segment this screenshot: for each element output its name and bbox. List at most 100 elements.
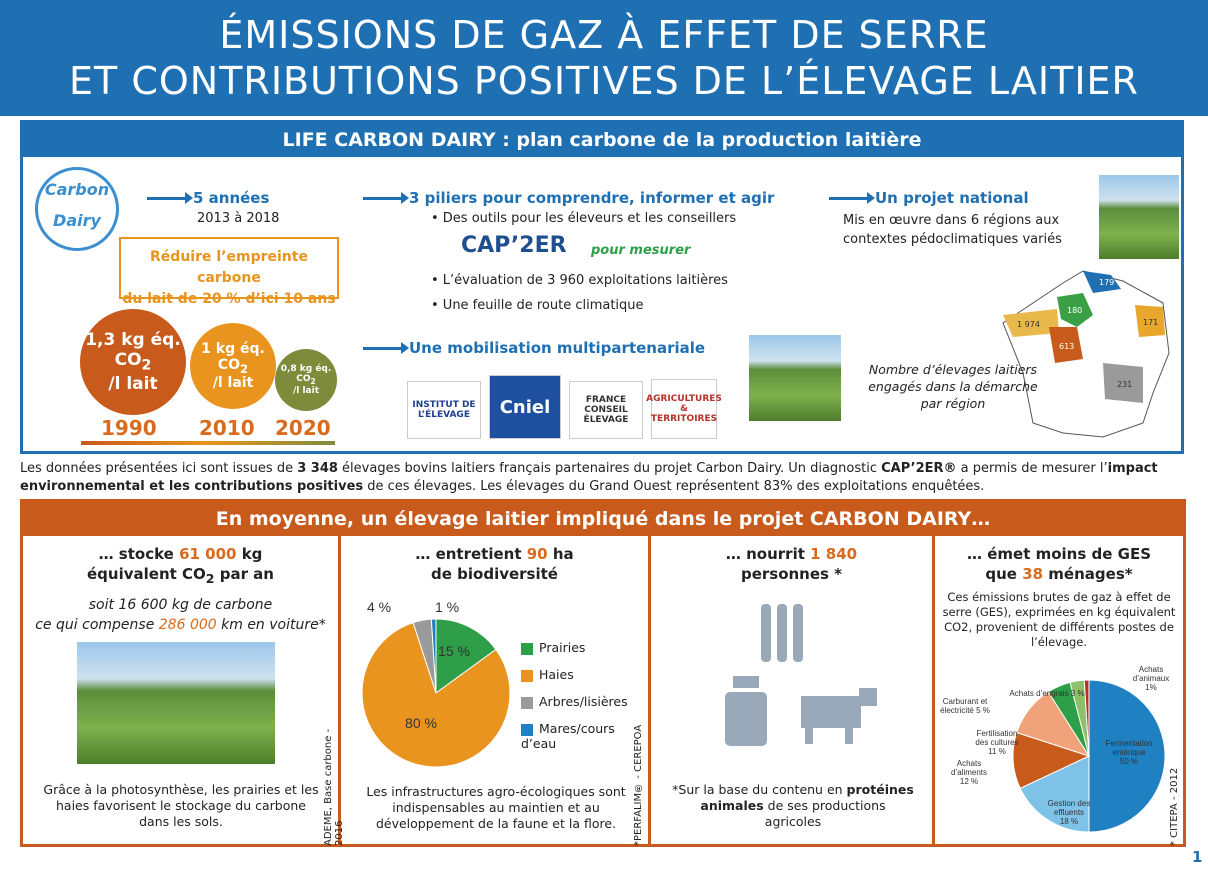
legend-label: Prairies — [539, 640, 586, 655]
national-block: Un projet national — [829, 189, 1029, 207]
pie-label: Carburant et électricité 5 % — [940, 697, 990, 715]
meadow-photo — [77, 642, 275, 764]
c4-h2-pre: que — [985, 565, 1023, 583]
c2-h-post: ha — [547, 545, 574, 563]
national-line-1: Mis en œuvre dans 6 régions aux — [843, 213, 1060, 228]
map-caption: Nombre d’élevages laitiers engagés dans … — [863, 361, 1043, 412]
c2-source: *PERFALIM® - CEREPOA — [633, 724, 644, 846]
region-180 — [1057, 293, 1093, 327]
goal-box: Réduire l’empreinte carbone du lait de 2… — [119, 237, 339, 307]
circle-2010-per: /l lait — [212, 375, 254, 392]
mobilisation-title: Une mobilisation multipartenariale — [409, 339, 706, 357]
note-text: élevages bovins laitiers français parten… — [337, 461, 882, 476]
c2-body: Les infrastructures agro-écologiques son… — [366, 784, 626, 831]
note-text: Les données présentées ici sont issues d… — [20, 461, 298, 476]
pie-slice — [430, 618, 437, 694]
pie-label: Gestion des effluents 18 % — [1048, 799, 1091, 826]
national-text: Mis en œuvre dans 6 régions aux contexte… — [843, 211, 1062, 249]
c1-h-pre: … stocke — [98, 545, 180, 563]
year-2020: 2020 — [275, 416, 331, 440]
cow-icon — [801, 688, 877, 744]
pie-label: Achats d’engrais 3 % — [1009, 689, 1084, 698]
c2-h-pre: … entretient — [415, 545, 527, 563]
legend-item: Arbres/lisières — [521, 694, 648, 709]
region-label: 179 — [1099, 278, 1114, 287]
logo-text-2: Dairy — [53, 211, 101, 230]
c2-heading: … entretient 90 ha de biodiversité — [341, 544, 648, 584]
circle-2010-value: 1 kg éq. — [201, 340, 265, 357]
cutlery-icon — [761, 604, 803, 662]
c2-h-num: 90 — [526, 545, 548, 563]
c4-heading: … émet moins de GES que 38 ménages* — [935, 544, 1183, 584]
cap2er-tag: pour mesurer — [591, 243, 691, 258]
pie-label: 80 % — [405, 715, 437, 731]
note-text: de ces élevages. Les élevages du Grand O… — [363, 479, 985, 494]
c3-heading: … nourrit 1 840 personnes * — [651, 544, 932, 584]
years-title: 5 années — [193, 189, 270, 207]
c4-desc: Ces émissions brutes de gaz à effet de s… — [942, 590, 1176, 649]
c1-s2-num: 286 000 — [158, 617, 217, 633]
c2-h2: de biodiversité — [431, 565, 558, 583]
partner-1: INSTITUT DE L’ÉLEVAGE — [412, 400, 476, 420]
pie-slice — [435, 618, 497, 694]
pillars-title: 3 piliers pour comprendre, informer et a… — [409, 189, 775, 207]
milk-can-icon — [725, 676, 767, 746]
region-613 — [1049, 327, 1083, 363]
note-bold: CAP’2ER® — [881, 461, 957, 476]
years-range: 2013 à 2018 — [197, 211, 280, 226]
region-label: 171 — [1143, 318, 1158, 327]
c3-h-num: 1 840 — [810, 545, 858, 563]
circle-1990-sub: 2 — [141, 357, 152, 374]
c3-h-pre: … nourrit — [725, 545, 811, 563]
arrow-icon — [829, 192, 875, 204]
c4-source: * CITEPA - 2012 — [1169, 767, 1180, 846]
year-1990: 1990 — [101, 416, 157, 440]
c1-subline-1: soit 16 600 kg de carbone — [88, 597, 273, 613]
pillar-2: • L’évaluation de 3 960 exploitations la… — [431, 273, 728, 288]
c1-h-num: 61 000 — [179, 545, 237, 563]
circle-2020-unit: CO — [296, 374, 311, 385]
biodiversity-legend: Prairies Haies Arbres/lisières Mares/cou… — [521, 640, 648, 763]
region-label: 231 — [1117, 380, 1132, 389]
map-caption-3: par région — [920, 396, 986, 411]
circle-1990-per: /l lait — [108, 373, 158, 394]
c1-body: Grâce à la photosynthèse, les prairies e… — [43, 782, 319, 829]
cows-photo — [749, 335, 841, 421]
c1-s2-post: km en voiture* — [216, 617, 326, 633]
cap2er-name: CAP’2ER — [461, 233, 567, 258]
pie-slice — [361, 621, 511, 768]
note-bold: 3 348 — [297, 461, 338, 476]
page-header: ÉMISSIONS DE GAZ À EFFET DE SERRE ET CON… — [0, 0, 1208, 116]
note-bold: impact environnemental et les contributi… — [20, 461, 1158, 494]
region-179 — [1083, 271, 1121, 293]
life-carbon-dairy-panel: LIFE CARBON DAIRY : plan carbone de la p… — [20, 120, 1184, 454]
circle-2010-sub: 2 — [240, 361, 249, 376]
partner-3: FRANCE CONSEIL ÉLEVAGE — [583, 395, 629, 425]
biodiversity-pie-chart: 15 % 80 % 4 % 1 % — [361, 599, 511, 768]
partner-logo-fce: FRANCE CONSEIL ÉLEVAGE — [569, 381, 643, 439]
legend-swatch — [521, 696, 533, 709]
c3-body: *Sur la base du contenu en protéines ani… — [671, 782, 915, 830]
life-title: LIFE CARBON DAIRY : plan carbone de la p… — [23, 123, 1181, 157]
arrow-icon — [147, 192, 193, 204]
partner-2: Cniel — [499, 396, 551, 418]
pie-label: Fertilisation des cultures 11 % — [975, 729, 1018, 756]
region-label: 1 974 — [1017, 320, 1040, 329]
circle-2020: 0,8 kg éq. CO2 /l lait — [275, 349, 337, 411]
circle-2020-value: 0,8 kg éq. — [280, 364, 332, 375]
circle-2020-sub: 2 — [310, 376, 316, 386]
map-caption-1: Nombre d’élevages laitiers — [868, 362, 1038, 377]
c1-subline-2: ce qui compense 286 000 km en voiture* — [23, 615, 338, 635]
circle-1990: 1,3 kg éq. CO2 /l lait — [80, 309, 186, 415]
years-block: 5 années 2013 à 2018 — [147, 189, 279, 226]
pie-slice — [1083, 679, 1090, 757]
goal-line-1: Réduire l’empreinte carbone — [150, 249, 308, 286]
pillar-3: • Une feuille de route climatique — [431, 298, 644, 313]
legend-swatch — [521, 642, 533, 655]
national-title: Un projet national — [875, 189, 1029, 207]
legend-label: Haies — [539, 667, 574, 682]
partner-logo-idele: INSTITUT DE L’ÉLEVAGE — [407, 381, 481, 439]
c1-s2-pre: ce qui compense — [35, 617, 159, 633]
carbon-dairy-logo: Carbon Dairy — [35, 167, 119, 251]
column-biodiversity: … entretient 90 ha de biodiversité 15 % 80… — [341, 536, 651, 847]
